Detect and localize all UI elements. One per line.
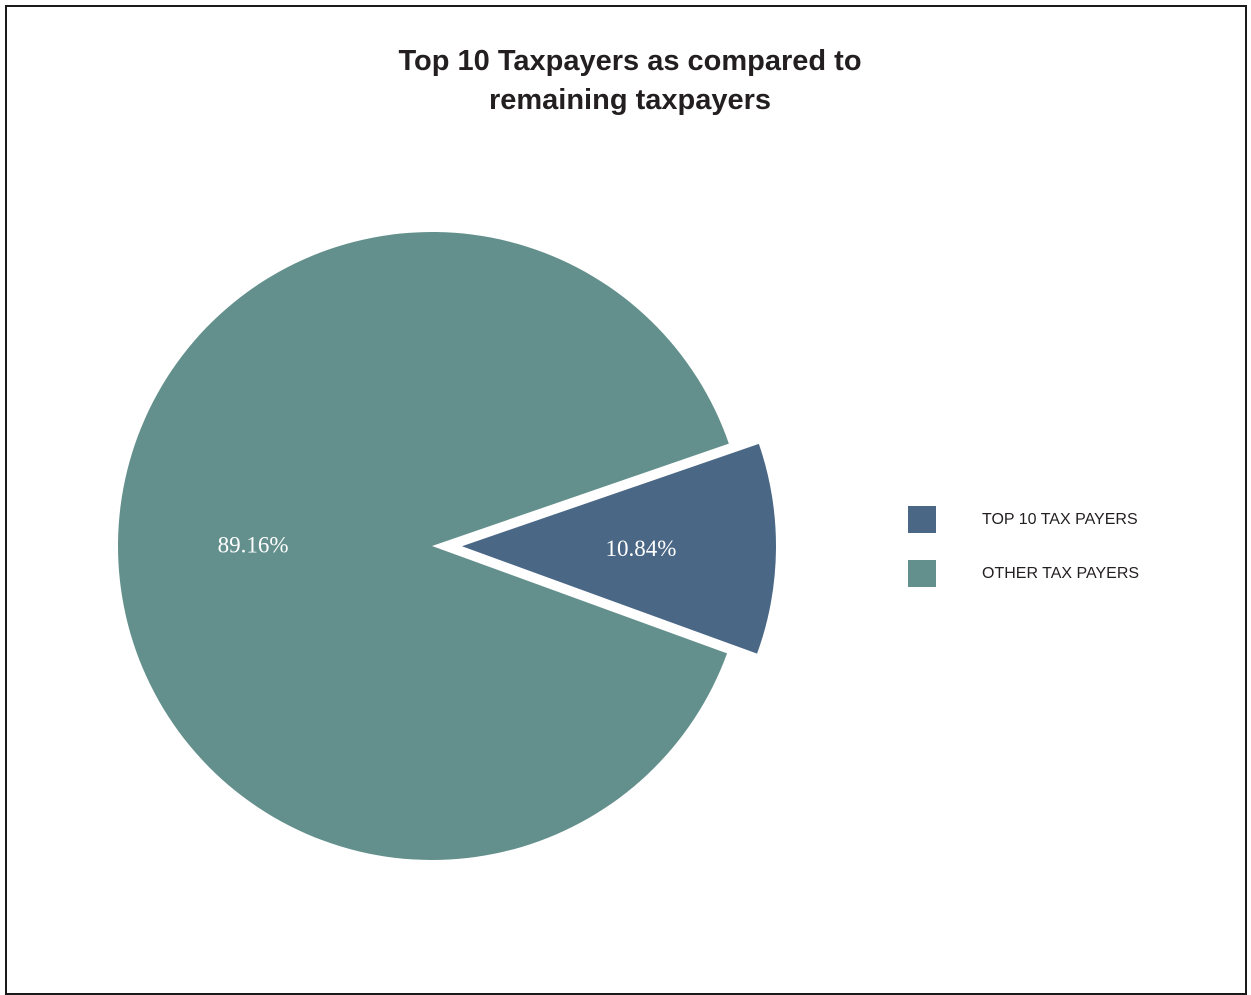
legend-label-top-10: TOP 10 TAX PAYERS <box>982 511 1138 528</box>
pie-label-top-10: 10.84% <box>606 536 677 561</box>
pie-slice-top-10 <box>461 443 776 654</box>
legend-swatch-other <box>908 560 936 587</box>
chart-title-line-2: remaining taxpayers <box>488 84 772 116</box>
pie-label-other: 89.16% <box>218 532 289 557</box>
chart-title-line-1: Top 10 Taxpayers as compared to <box>398 45 862 77</box>
legend-swatch-top-10 <box>908 506 936 533</box>
chart-title: Top 10 Taxpayers as compared to remainin… <box>230 42 1030 120</box>
legend-label-other: OTHER TAX PAYERS <box>982 565 1140 582</box>
pie-slice-other <box>118 232 729 861</box>
